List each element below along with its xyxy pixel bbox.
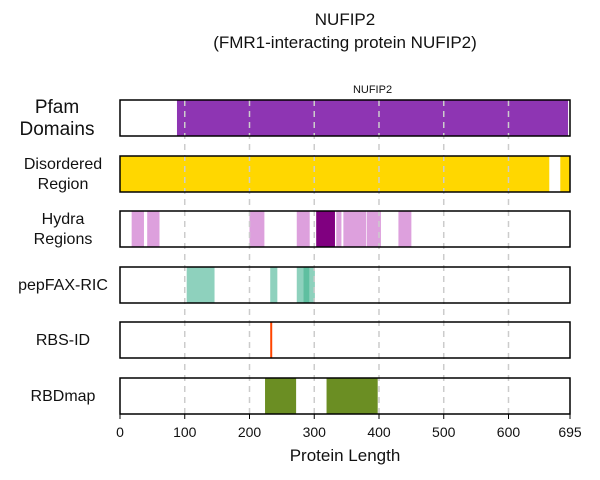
segment-hydra (249, 211, 265, 247)
segment-disordered (560, 156, 570, 192)
x-tick-label: 400 (367, 424, 391, 440)
track-frame-pfam (119, 99, 571, 137)
segment-pepfax (270, 267, 278, 303)
x-axis-label: Protein Length (290, 446, 401, 465)
segment-disordered (120, 156, 550, 192)
x-tick-label: 500 (432, 424, 456, 440)
track-label-line: Domains (19, 119, 95, 140)
segment-hydra (296, 211, 310, 247)
segment-pepfax (198, 267, 212, 303)
segment-pepfax (186, 267, 199, 303)
segment-pepfax (309, 267, 315, 303)
segment-hydra (343, 211, 367, 247)
track-label-line: Hydra (41, 211, 85, 228)
segment-hydra (398, 211, 412, 247)
segment-pfam (176, 100, 569, 136)
x-tick-label: 100 (173, 424, 197, 440)
track-label-line: Pfam (34, 97, 80, 118)
segment-rbsid (270, 322, 273, 358)
track-frame-pepfax (119, 266, 571, 304)
track-label-hydra: Hydra Regions (8, 210, 118, 250)
segment-hydra (366, 211, 381, 247)
x-tick-label: 300 (303, 424, 327, 440)
track-label-pfam: Pfam Domains (2, 97, 112, 141)
track-frame-rbdmap (119, 377, 571, 415)
track-frame-rbsid (119, 321, 571, 359)
track-label-line: RBS-ID (35, 332, 91, 349)
segment-pepfax (296, 267, 304, 303)
segment-pepfax (303, 267, 310, 303)
segment-hydra (131, 211, 144, 247)
segment-rbdmap (326, 378, 378, 414)
x-tick-label: 200 (238, 424, 262, 440)
track-label-rbsid: RBS-ID (8, 331, 118, 351)
segment-hydra (147, 211, 160, 247)
track-label-line: pepFAX-RIC (18, 277, 108, 294)
chart-subtitle: (FMR1-interacting protein NUFIP2) (213, 33, 477, 52)
segment-hydra (336, 211, 342, 247)
x-tick-label: 695 (558, 424, 582, 440)
chart-title: NUFIP2 (314, 10, 376, 29)
track-label-line: RBDmap (30, 388, 96, 405)
segment-pepfax (208, 267, 215, 303)
domain-label: NUFIP2 (353, 84, 392, 96)
track-label-line: Disordered (23, 156, 103, 173)
x-tick-label: 0 (116, 424, 124, 440)
track-frame-disordered (119, 155, 571, 193)
track-label-rbdmap: RBDmap (8, 387, 118, 407)
segment-hydra (316, 211, 335, 247)
track-label-line: Region (37, 176, 89, 193)
track-label-line: Regions (33, 231, 93, 248)
track-frame-hydra (119, 210, 571, 248)
track-label-disordered: Disordered Region (8, 155, 118, 195)
track-label-pepfax: pepFAX-RIC (8, 276, 118, 296)
x-tick-label: 600 (497, 424, 521, 440)
segment-rbdmap (265, 378, 297, 414)
